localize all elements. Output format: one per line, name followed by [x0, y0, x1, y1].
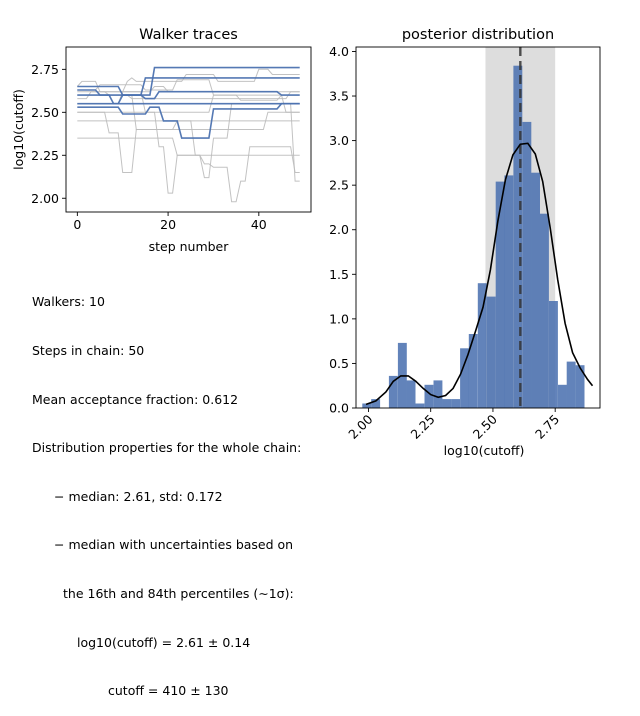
x-tick-label: 2.25 — [408, 412, 438, 442]
x-tick-label: 2.00 — [345, 411, 375, 441]
y-tick-label: 2.50 — [31, 105, 59, 120]
histogram-bar — [362, 403, 372, 408]
walker-line-highlight — [77, 102, 300, 139]
walker-line — [77, 79, 300, 101]
histogram-bar — [504, 175, 514, 408]
histogram-bar — [388, 375, 398, 408]
histogram-bar — [406, 380, 416, 408]
x-tick-label: 2.75 — [532, 412, 562, 442]
walker-x-ticks: 0 20 40 — [73, 212, 267, 232]
histogram-bar — [522, 121, 532, 409]
y-tick-label: 1.0 — [329, 311, 349, 326]
y-tick-label: 2.00 — [31, 191, 59, 206]
histogram-bar — [549, 301, 558, 408]
y-tick-label: 2.5 — [329, 178, 349, 193]
distribution-header: Distribution properties for the whole ch… — [32, 440, 302, 456]
histogram-bar — [371, 399, 381, 408]
y-tick-label: 0.0 — [329, 401, 349, 416]
histogram-bar — [433, 380, 443, 408]
y-tick-label: 3.5 — [329, 89, 349, 104]
figure: 0 20 40 2.00 2.25 2.50 2.75 Walker traces ste… — [11, 27, 601, 458]
histogram-bar — [451, 399, 460, 408]
uncertainty-line-2: the 16th and 84th percentiles (∼1σ): — [63, 586, 294, 602]
x-tick-label: 40 — [251, 217, 267, 232]
chain-statistics: Walkers: 10 Steps in chain: 50 Mean acce… — [32, 262, 301, 716]
log-cutoff-result: log10(cutoff) = 2.61 ± 0.14 — [77, 634, 251, 650]
x-tick-label: 20 — [160, 217, 176, 232]
histogram-bar — [442, 399, 452, 408]
walker-y-ticks: 2.00 2.25 2.50 2.75 — [31, 62, 66, 206]
y-tick-label: 0.5 — [329, 356, 349, 371]
y-tick-label: 2.75 — [31, 62, 59, 77]
histogram-bar — [540, 213, 549, 408]
acceptance-fraction: Mean acceptance fraction: 0.612 — [32, 391, 239, 407]
y-tick-label: 3.0 — [329, 133, 349, 148]
histogram-bar — [477, 283, 487, 408]
posterior-x-ticks: 2.00 2.25 2.50 2.75 — [345, 408, 562, 442]
walker-line — [76, 68, 300, 93]
walker-y-axis-label: log10(cutoff) — [11, 89, 26, 170]
histogram-bar — [468, 334, 478, 408]
walker-line-highlight — [77, 77, 300, 96]
walker-line-highlight — [77, 89, 300, 105]
cutoff-result: cutoff = 410 ± 130 — [108, 683, 229, 699]
histogram-bars — [362, 65, 585, 409]
walker-x-axis-label: step number — [149, 239, 230, 254]
walker-line-highlight — [77, 85, 300, 100]
walker-chart-title: Walker traces — [139, 27, 238, 43]
y-tick-label: 1.5 — [329, 267, 349, 282]
y-tick-label: 4.0 — [329, 44, 349, 59]
walker-line — [77, 111, 300, 203]
walker-line — [77, 91, 300, 113]
histogram-bar — [575, 365, 585, 408]
posterior-x-axis-label: log10(cutoff) — [444, 443, 525, 458]
kde-curve — [365, 142, 594, 406]
histogram-bar — [513, 65, 523, 408]
histogram-bar — [460, 348, 469, 408]
x-tick-label: 2.50 — [470, 411, 500, 441]
walker-traces-panel: 0 20 40 2.00 2.25 2.50 2.75 Walker traces ste… — [11, 27, 312, 254]
histogram-bar — [531, 172, 540, 408]
histogram-bar — [566, 361, 576, 408]
posterior-y-ticks: 0.0 0.5 1.0 1.5 2.0 2.5 3.0 3.5 4.0 — [329, 44, 356, 416]
steps-count: Steps in chain: 50 — [32, 343, 145, 359]
histogram-bar — [486, 296, 496, 408]
histogram-bar — [495, 181, 505, 408]
histogram-bar — [424, 384, 434, 408]
walker-lines — [76, 66, 300, 203]
walker-plot-frame — [65, 46, 312, 213]
x-tick-label: 0 — [73, 217, 81, 232]
y-tick-label: 2.0 — [329, 222, 349, 237]
walkers-count: Walkers: 10 — [32, 294, 105, 310]
histogram-bar — [558, 384, 567, 408]
posterior-panel: 2.00 2.25 2.50 2.75 0.0 0.5 1.0 1.5 2.0 2.5 3.0 3.… — [329, 27, 601, 458]
histogram-bar — [415, 403, 425, 408]
median-std-line: − median: 2.61, std: 0.172 — [54, 488, 223, 504]
posterior-chart-title: posterior distribution — [402, 27, 554, 43]
y-tick-label: 2.25 — [31, 148, 59, 163]
walker-line — [77, 103, 300, 182]
posterior-plot-frame — [355, 46, 601, 409]
uncertainty-line-1: − median with uncertainties based on — [54, 537, 294, 553]
